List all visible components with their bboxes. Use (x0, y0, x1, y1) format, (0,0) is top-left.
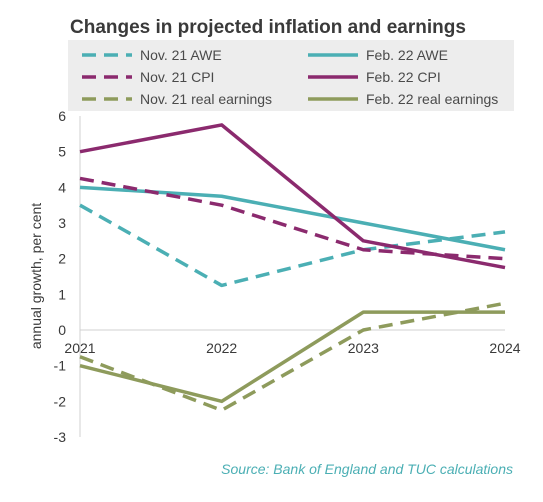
series-line-feb-22-real-earnings (79, 310, 505, 404)
plot-area: -3 -2 -1 0 1 2 3 4 5 6 2021 2022 2023 2024 (54, 108, 521, 445)
x-tick-label: 2022 (206, 340, 237, 356)
legend-label: Feb. 22 CPI (366, 69, 441, 85)
x-tick-label: 2023 (348, 340, 379, 356)
source-note: Source: Bank of England and TUC calculat… (221, 461, 513, 477)
x-tick-label: 2024 (489, 340, 520, 356)
legend-label: Feb. 22 AWE (366, 47, 448, 63)
y-tick-label: 3 (58, 215, 66, 231)
y-tick-label: 4 (58, 179, 66, 195)
y-tick-label: -2 (54, 393, 67, 409)
series-line-feb-22-cpi (79, 123, 506, 270)
y-tick-label: -3 (54, 429, 67, 445)
chart-title: Changes in projected inflation and earni… (70, 17, 466, 38)
legend-label: Nov. 21 AWE (140, 47, 222, 63)
y-tick-label: -1 (54, 358, 67, 374)
legend-background (68, 40, 514, 111)
y-tick-label: 6 (58, 108, 66, 124)
y-tick-label: 5 (58, 144, 66, 160)
y-tick-label: 1 (58, 286, 66, 302)
series-line-nov-21-awe (79, 203, 506, 288)
y-tick-label: 2 (58, 251, 66, 267)
legend-label: Nov. 21 real earnings (140, 91, 272, 107)
x-tick-label: 2021 (64, 340, 95, 356)
legend-label: Feb. 22 real earnings (366, 91, 498, 107)
y-tick-label: 0 (58, 322, 66, 338)
legend: Nov. 21 AWE Feb. 22 AWE Nov. 21 CPI Feb. 22… (82, 47, 498, 107)
legend-label: Nov. 21 CPI (140, 69, 214, 85)
y-axis-label: annual growth, per cent (28, 203, 44, 349)
